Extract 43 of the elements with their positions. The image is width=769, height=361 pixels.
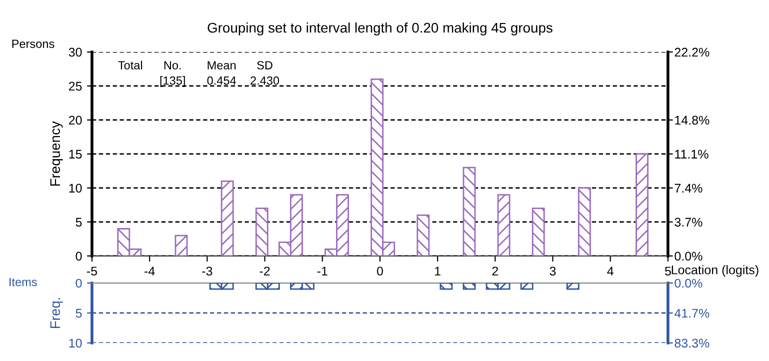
x-tick-label: 3	[550, 266, 556, 276]
annotation: [135]	[160, 76, 185, 88]
x-tick-label: 5	[664, 266, 671, 276]
y-tick-label: 30	[68, 48, 82, 57]
y-tick-label: 10	[69, 184, 82, 193]
y-tick-label: 15	[69, 150, 82, 159]
y2-tick-label: 0.0%	[674, 252, 702, 261]
y2-tick-label: 3.7%	[674, 218, 702, 227]
y-tick-label: 5	[76, 218, 82, 227]
text: Items	[10, 278, 37, 286]
chart-title: Grouping set to interval length of 0.20 making 45 groups	[208, 22, 552, 36]
y-tick-label: 10	[69, 338, 82, 348]
x-tick-label: 0	[376, 266, 383, 276]
y2-tick-label: 22.2%	[674, 48, 710, 57]
x-tick-label: -5	[86, 266, 98, 276]
y2-tick-label: 7.4%	[674, 184, 702, 193]
text: Persons	[12, 40, 54, 48]
y-tick-label: 25	[68, 82, 82, 91]
y-axis-title: Freq.	[50, 298, 63, 328]
annotation: No.	[164, 61, 181, 70]
annotation: Mean	[208, 61, 236, 70]
y-tick-label: 5	[76, 308, 82, 318]
y2-tick-label: 14.8%	[675, 116, 710, 125]
y2-tick-label: 0.0%	[674, 278, 702, 288]
x-axis-title: Location (logits)	[672, 265, 758, 277]
y-tick-label: 0	[76, 278, 82, 288]
y2-tick-label: 11.1%	[675, 150, 708, 159]
annotation: 0.454	[207, 76, 236, 85]
y-tick-label: 20	[68, 116, 82, 125]
y-tick-label: 0	[76, 252, 82, 261]
annotation: Total	[118, 60, 142, 70]
x-tick-label: -2	[260, 266, 270, 276]
y-axis-title: Frequency	[50, 121, 63, 186]
y2-tick-label: 83.3%	[674, 338, 710, 348]
x-tick-label: 1	[435, 266, 440, 276]
annotation: SD	[257, 61, 272, 70]
x-tick-label: -3	[202, 266, 212, 276]
x-tick-label: -1	[317, 266, 328, 276]
x-tick-label: 4	[607, 266, 614, 276]
x-tick-label: 2	[492, 266, 498, 276]
annotation: 2.430	[250, 76, 280, 85]
y2-tick-label: 41.7%	[674, 308, 710, 318]
x-tick-label: -4	[144, 266, 155, 276]
